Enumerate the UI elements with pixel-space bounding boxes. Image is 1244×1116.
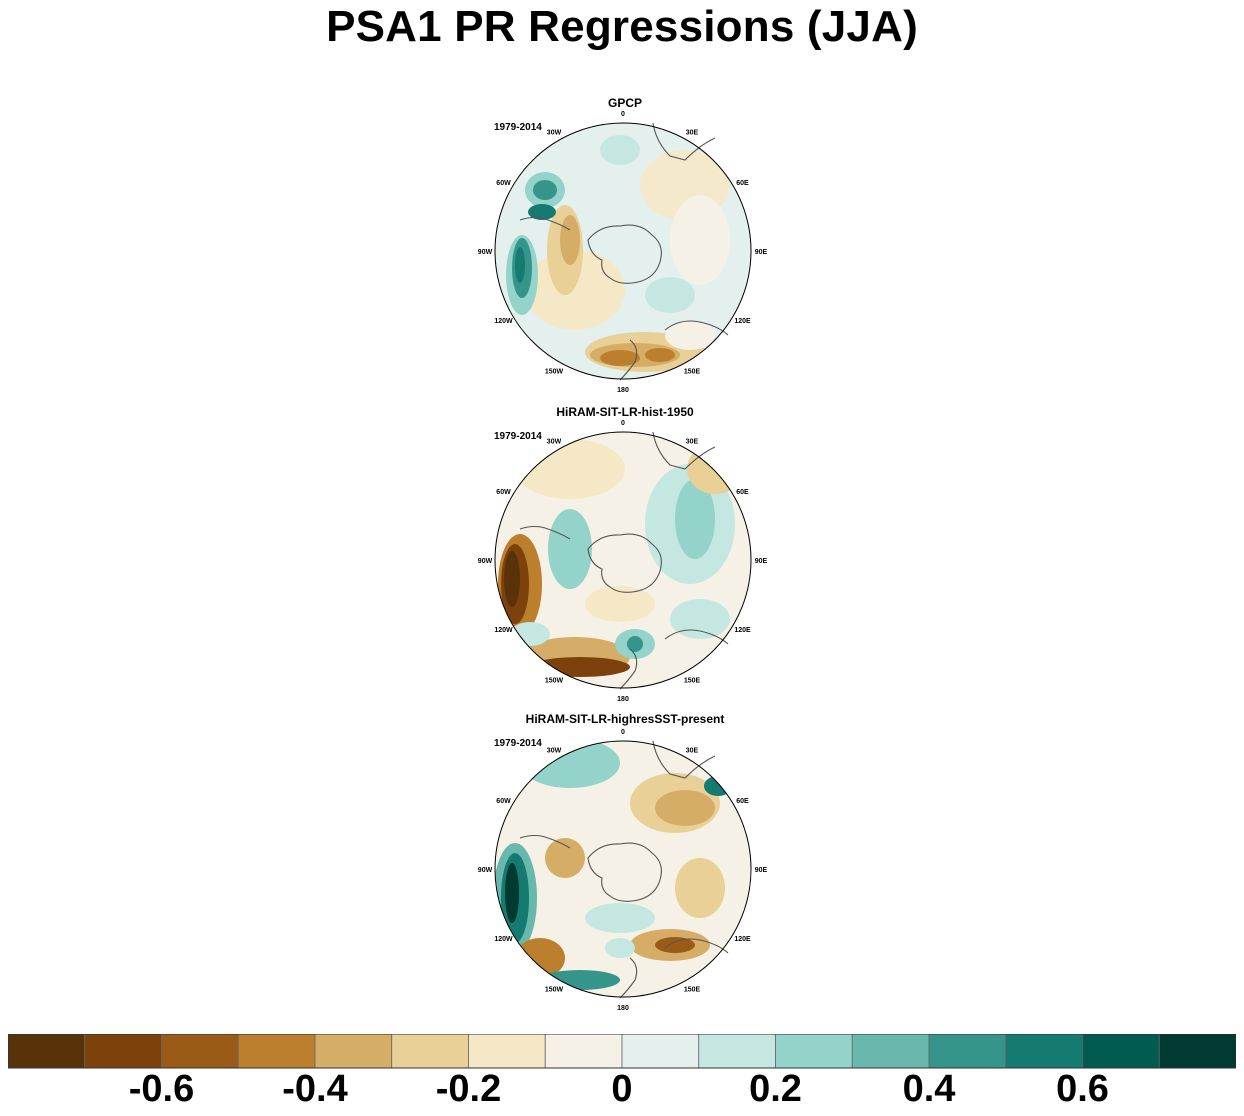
longitude-label: 150E	[684, 987, 701, 994]
polar-map: 0 30E 60E 90E 120E 150E 180 150W 120W 90W 60W 30W	[478, 420, 768, 703]
longitude-label: 120E	[734, 627, 751, 634]
colorbar-bin	[84, 1034, 162, 1069]
longitude-label: 150W	[545, 369, 564, 376]
longitude-label: 60E	[736, 489, 749, 496]
map-panel-hist-1950: HiRAM-SIT-LR-hist-1950 1979-2014	[460, 399, 790, 703]
longitude-label: 90E	[755, 558, 768, 565]
colorbar-tick-label: -0.6	[128, 1068, 195, 1110]
longitude-label: 150W	[545, 678, 564, 685]
map-panel-gpcp: GPCP 1979-2014	[460, 90, 790, 394]
longitude-label: 30W	[547, 130, 562, 137]
polar-map: 0 30E 60E 90E 120E 150E 180 150W 120W 90W 60W 30W	[478, 729, 768, 1012]
colorbar-tick-label: -0.2	[435, 1068, 502, 1110]
colorbar-bin	[544, 1034, 623, 1069]
longitude-label: 0	[621, 420, 625, 427]
colorbar-tick-label: 0.2	[749, 1068, 802, 1110]
longitude-label: 60E	[736, 180, 749, 187]
panel-title: GPCP	[607, 96, 642, 110]
longitude-label: 60W	[496, 180, 511, 187]
colorbar-bin	[1158, 1034, 1236, 1069]
longitude-label: 60W	[496, 489, 511, 496]
longitude-label: 60W	[496, 798, 511, 805]
colorbar-bin	[237, 1034, 316, 1069]
longitude-labels: 0 30E 60E 90E 120E 150E 180 150W 120W 90W 60W 30W	[478, 729, 768, 1012]
colorbar-outline	[8, 1034, 1236, 1069]
longitude-label: 30W	[547, 439, 562, 446]
colorbar-tick-label: 0.4	[902, 1068, 956, 1110]
panel-title: HiRAM-SIT-LR-highresSST-present	[525, 712, 725, 726]
panel-period: 1979-2014	[494, 122, 542, 133]
longitude-label: 30E	[686, 130, 699, 137]
colorbar-bin	[928, 1034, 1007, 1069]
colorbar-bin	[468, 1034, 546, 1069]
longitude-label: 150E	[684, 369, 701, 376]
longitude-label: 120E	[734, 936, 751, 943]
longitude-label: 120W	[494, 936, 513, 943]
map-panel-highressst-present: HiRAM-SIT-LR-highresSST-present 1979-201…	[460, 708, 790, 1012]
longitude-labels: 0 30E 60E 90E 120E 150E 180 150W 120W 90W 60W 30W	[478, 420, 768, 703]
longitude-label: 150E	[684, 678, 701, 685]
colorbar-bin	[851, 1034, 930, 1069]
longitude-label: 0	[621, 729, 625, 736]
colorbar	[8, 1034, 1236, 1069]
colorbar-bin	[314, 1034, 393, 1069]
longitude-label: 120W	[494, 318, 513, 325]
longitude-labels: 0 30E 60E 90E 120E 150E 180 150W 120W 90W 60W 30W	[478, 111, 768, 394]
longitude-label: 90W	[478, 867, 493, 874]
longitude-label: 120E	[734, 318, 751, 325]
longitude-label: 180	[617, 696, 629, 703]
colorbar-tick-label: 0.6	[1056, 1068, 1109, 1110]
panel-period: 1979-2014	[494, 738, 542, 749]
longitude-label: 30W	[547, 748, 562, 755]
longitude-label: 90W	[478, 558, 493, 565]
longitude-label: 180	[617, 387, 629, 394]
longitude-label: 30E	[686, 439, 699, 446]
longitude-label: 60E	[736, 798, 749, 805]
colorbar-bin	[161, 1034, 239, 1069]
polar-map: 0 30E 60E 90E 120E 150E 180 150W 120W 90W 60W 30W	[478, 111, 768, 394]
colorbar-bin	[8, 1034, 86, 1069]
panel-period: 1979-2014	[494, 431, 542, 442]
panel-title: HiRAM-SIT-LR-hist-1950	[556, 405, 694, 419]
colorbar-tick-label: 0	[611, 1068, 633, 1110]
figure-title: PSA1 PR Regressions (JJA)	[326, 2, 918, 51]
longitude-label: 90E	[755, 867, 768, 874]
longitude-label: 30E	[686, 748, 699, 755]
colorbar-tick-label: -0.4	[282, 1068, 348, 1110]
longitude-label: 0	[621, 111, 625, 118]
colorbar-bin	[698, 1034, 776, 1069]
colorbar-bin	[1082, 1034, 1160, 1069]
longitude-label: 120W	[494, 627, 513, 634]
colorbar-bin	[1005, 1034, 1083, 1069]
colorbar-bin	[391, 1034, 469, 1069]
colorbar-bin	[621, 1034, 700, 1069]
longitude-label: 180	[617, 1005, 629, 1012]
longitude-label: 90E	[755, 249, 768, 256]
longitude-label: 150W	[545, 987, 564, 994]
colorbar-bin	[775, 1034, 853, 1069]
longitude-label: 90W	[478, 249, 493, 256]
